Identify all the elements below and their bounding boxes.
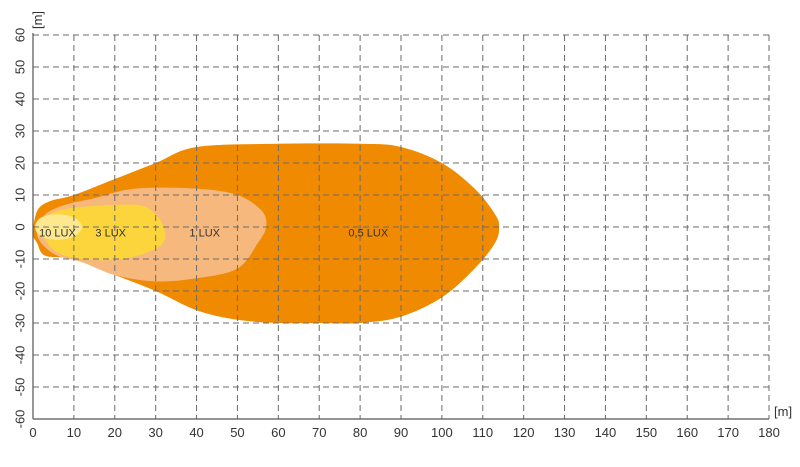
x-tick-label: 90 <box>394 425 408 440</box>
y-tick-label: 20 <box>12 156 27 170</box>
y-tick-label: -40 <box>12 346 27 365</box>
x-tick-label: 30 <box>148 425 162 440</box>
y-tick-label: 10 <box>12 188 27 202</box>
x-tick-label: 100 <box>431 425 453 440</box>
y-tick-label: 50 <box>12 60 27 74</box>
zone-labels: 0,5 LUX 1 LUX 3 LUX 10 LUX <box>39 227 389 239</box>
tick-labels: 0 10 20 30 40 50 60 70 80 90 100 110 120 130 140 150 160… <box>12 28 779 440</box>
x-tick-label: 120 <box>513 425 535 440</box>
x-tick-label: 80 <box>353 425 367 440</box>
y-axis-unit: [m] <box>30 11 45 29</box>
y-tick-label: -60 <box>12 410 27 429</box>
y-tick-label: 60 <box>12 28 27 42</box>
y-tick-label: 0 <box>12 223 27 230</box>
y-tick-label: -50 <box>12 378 27 397</box>
zone-label-1-lux: 1 LUX <box>189 227 220 239</box>
x-tick-label: 150 <box>635 425 657 440</box>
x-tick-label: 60 <box>271 425 285 440</box>
x-tick-label: 180 <box>758 425 780 440</box>
y-tick-label: 30 <box>12 124 27 138</box>
y-tick-label: -10 <box>12 250 27 269</box>
axes <box>32 33 769 420</box>
y-tick-label: -20 <box>12 282 27 301</box>
x-tick-label: 20 <box>108 425 122 440</box>
grid <box>32 34 770 420</box>
x-tick-label: 110 <box>472 425 493 440</box>
x-tick-label: 10 <box>67 425 81 440</box>
y-tick-label: -30 <box>12 314 27 333</box>
zone-label-0-5-lux: 0,5 LUX <box>348 227 388 239</box>
x-tick-label: 50 <box>230 425 244 440</box>
x-tick-label: 70 <box>312 425 326 440</box>
x-axis-unit: [m] <box>774 404 792 419</box>
x-tick-label: 140 <box>595 425 617 440</box>
zone-label-3-lux: 3 LUX <box>95 227 126 239</box>
x-tick-label: 170 <box>717 425 739 440</box>
x-tick-label: 160 <box>676 425 698 440</box>
x-tick-label: 0 <box>29 425 36 440</box>
zone-label-10-lux: 10 LUX <box>39 227 76 239</box>
x-tick-label: 130 <box>554 425 576 440</box>
y-tick-label: 40 <box>12 92 27 106</box>
x-tick-label: 40 <box>189 425 203 440</box>
